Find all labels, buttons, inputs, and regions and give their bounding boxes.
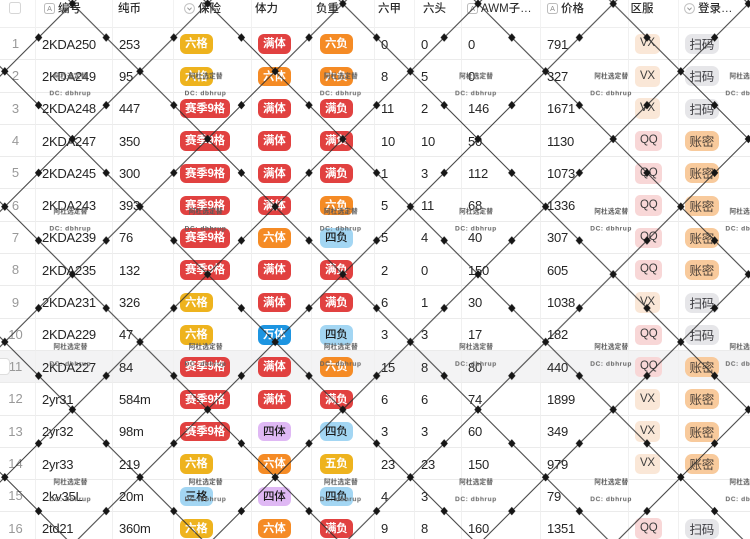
svg-text:A: A [47, 4, 52, 13]
svg-text:A: A [550, 4, 555, 13]
svg-text:A: A [470, 4, 475, 13]
